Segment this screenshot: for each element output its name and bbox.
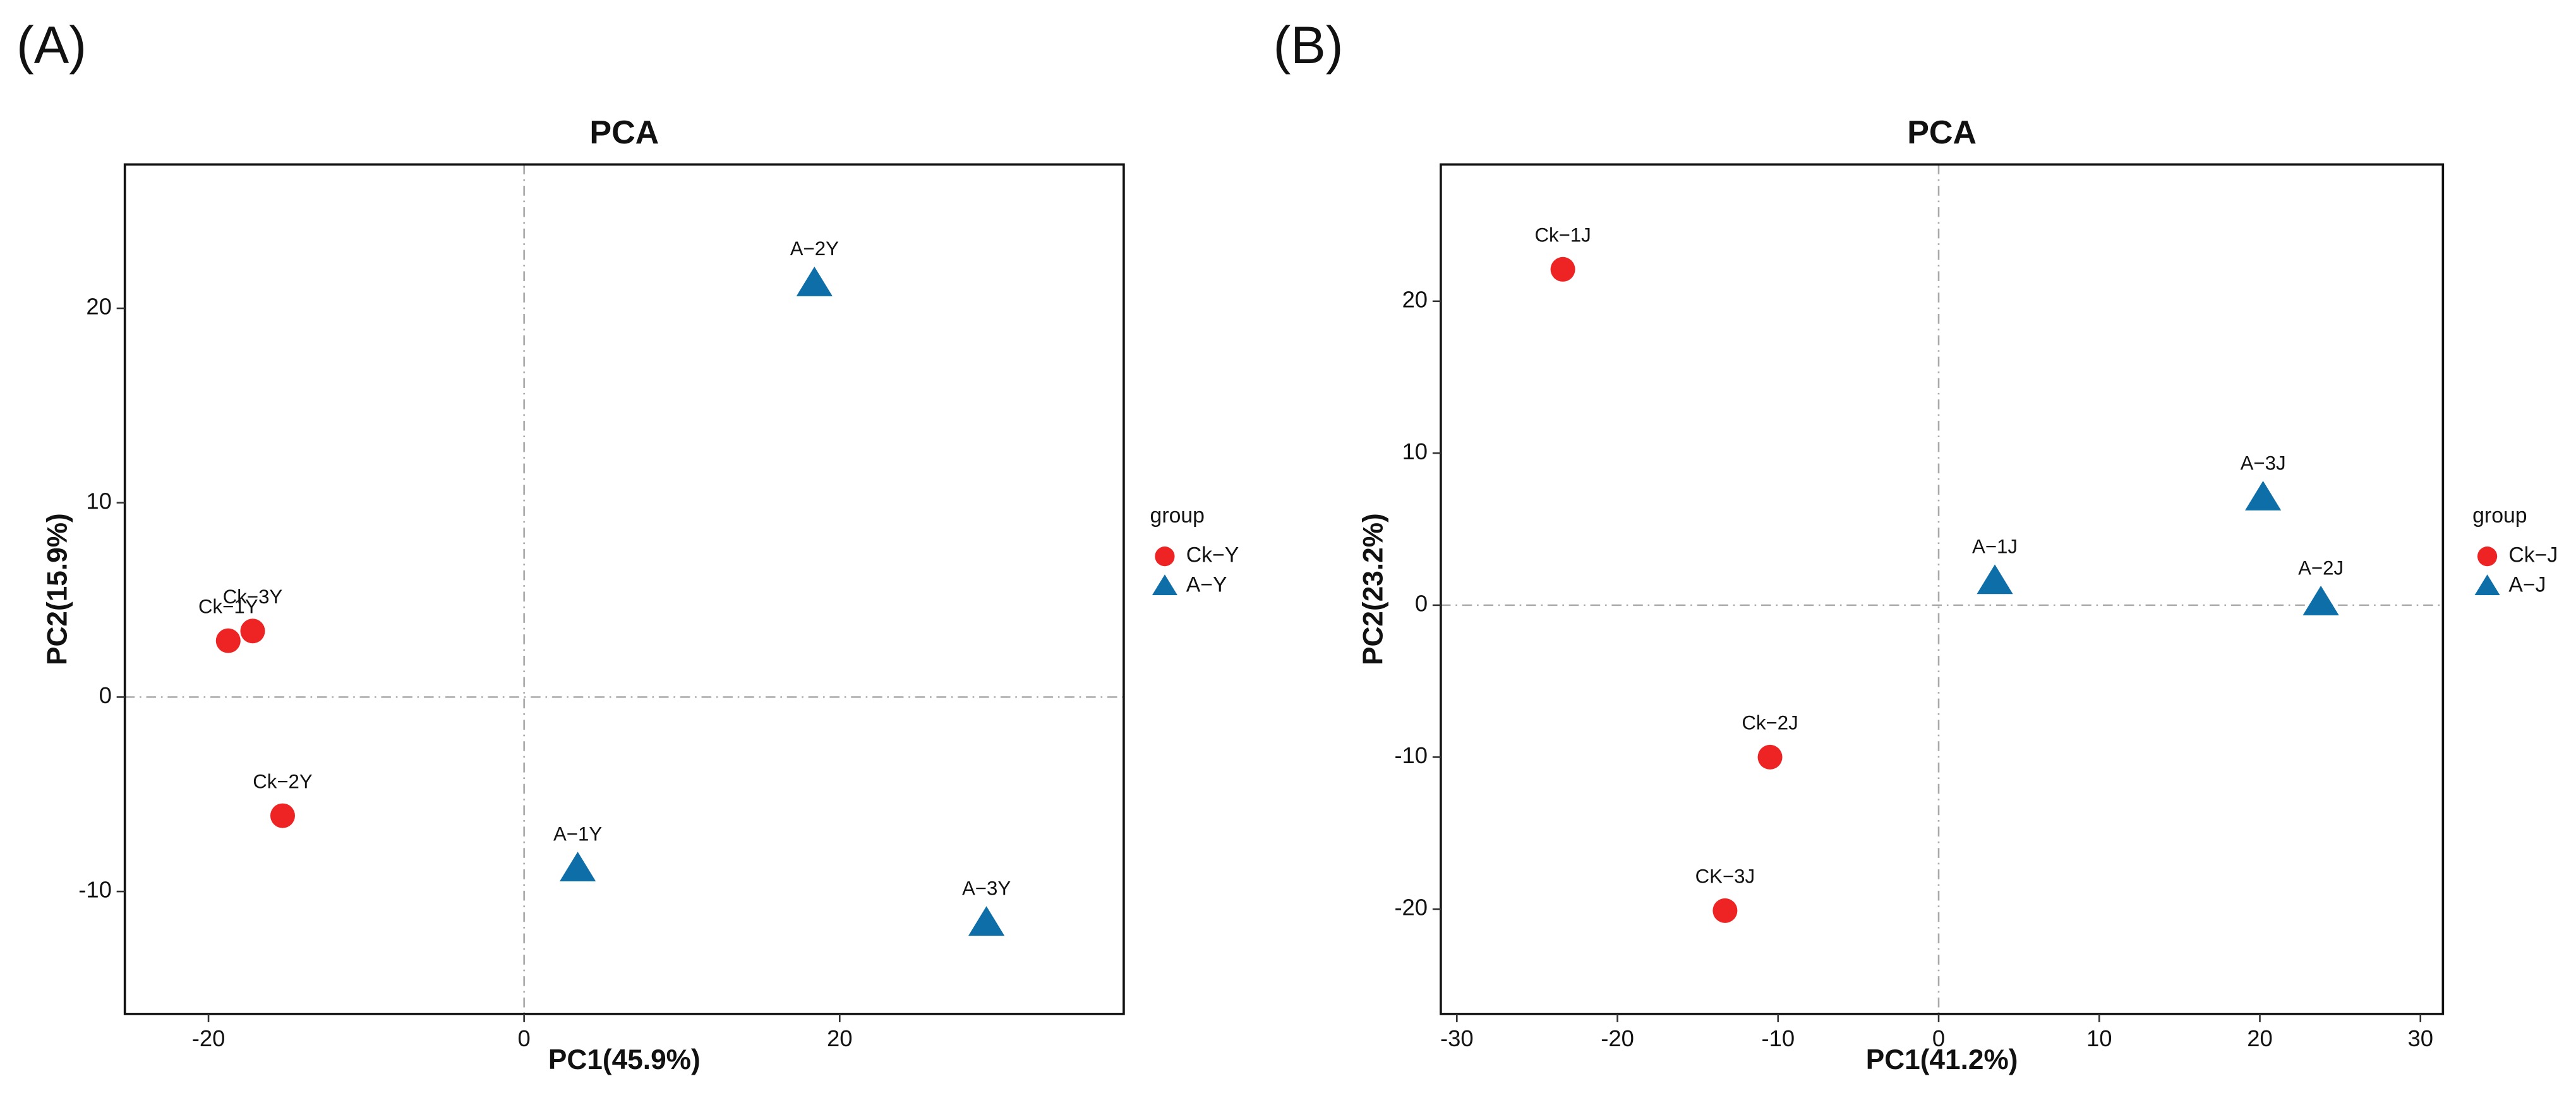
y-tick-label: 20 [1402, 286, 1428, 312]
x-tick-label: 20 [827, 1025, 853, 1051]
point [215, 628, 241, 653]
point [1977, 564, 2013, 595]
y-tick-label: 10 [1402, 438, 1428, 464]
panel-label: (B) [1273, 16, 1344, 75]
point-label: CK−3J [1695, 866, 1755, 888]
legend-marker [1152, 574, 1177, 595]
point-label: A−1Y [553, 823, 602, 845]
point [559, 852, 596, 881]
x-tick-label: 0 [1932, 1025, 1945, 1051]
panel-label: (A) [16, 16, 87, 75]
point-label: A−3J [2241, 452, 2286, 474]
y-axis-label: PC2(23.2%) [1358, 513, 1389, 665]
x-tick-label: 20 [2247, 1025, 2273, 1051]
legend-title: group [1150, 504, 1205, 528]
point-label: A−1J [1972, 536, 2018, 558]
point [270, 803, 295, 828]
chart-title: PCA [1907, 114, 1977, 151]
legend-label: Ck−J [2508, 543, 2558, 567]
y-tick-label: -20 [1394, 895, 1428, 921]
y-axis-label: PC2(15.9%) [42, 513, 73, 665]
point-label: Ck−1J [1534, 224, 1591, 246]
x-tick-label: -10 [1761, 1025, 1795, 1051]
legend-label: A−J [2508, 572, 2546, 596]
x-tick-label: -20 [1601, 1025, 1634, 1051]
point [2302, 586, 2339, 615]
legend-title: group [2472, 504, 2527, 528]
legend-marker [2477, 546, 2498, 567]
plot-frame [123, 163, 1125, 1015]
point [1757, 744, 1783, 770]
point-label: Ck−1Y [198, 595, 258, 617]
legend-marker [1155, 546, 1175, 567]
x-tick-label: 30 [2407, 1025, 2433, 1051]
point [240, 619, 265, 644]
x-tick-label: 0 [518, 1025, 531, 1051]
x-axis-label: PC1(45.9%) [548, 1044, 701, 1075]
y-tick-label: -10 [78, 877, 112, 903]
x-axis-label: PC1(41.2%) [1866, 1044, 2018, 1075]
y-tick-label: 0 [1415, 591, 1428, 617]
chart-title: PCA [589, 114, 659, 151]
point-label: A−3Y [962, 878, 1011, 900]
point-label: A−2Y [790, 238, 839, 260]
x-tick-label: -30 [1440, 1025, 1474, 1051]
point-label: Ck−3Y [223, 586, 283, 608]
legend-label: Ck−Y [1186, 543, 1239, 567]
point-label: Ck−2Y [253, 770, 313, 792]
plot-frame [1440, 163, 2445, 1015]
point [1550, 257, 1575, 282]
point [968, 906, 1005, 936]
y-tick-label: 10 [86, 488, 111, 514]
y-tick-label: 20 [86, 294, 111, 320]
point [1712, 898, 1738, 923]
point-label: Ck−2J [1742, 712, 1798, 734]
y-tick-label: -10 [1394, 742, 1428, 768]
point-label: A−2J [2298, 557, 2344, 579]
x-tick-label: -20 [192, 1025, 226, 1051]
y-tick-label: 0 [99, 682, 112, 708]
legend-marker [2474, 574, 2500, 595]
x-tick-label: 10 [2086, 1025, 2112, 1051]
point [796, 267, 833, 296]
point [2244, 481, 2282, 510]
legend-label: A−Y [1186, 572, 1227, 596]
